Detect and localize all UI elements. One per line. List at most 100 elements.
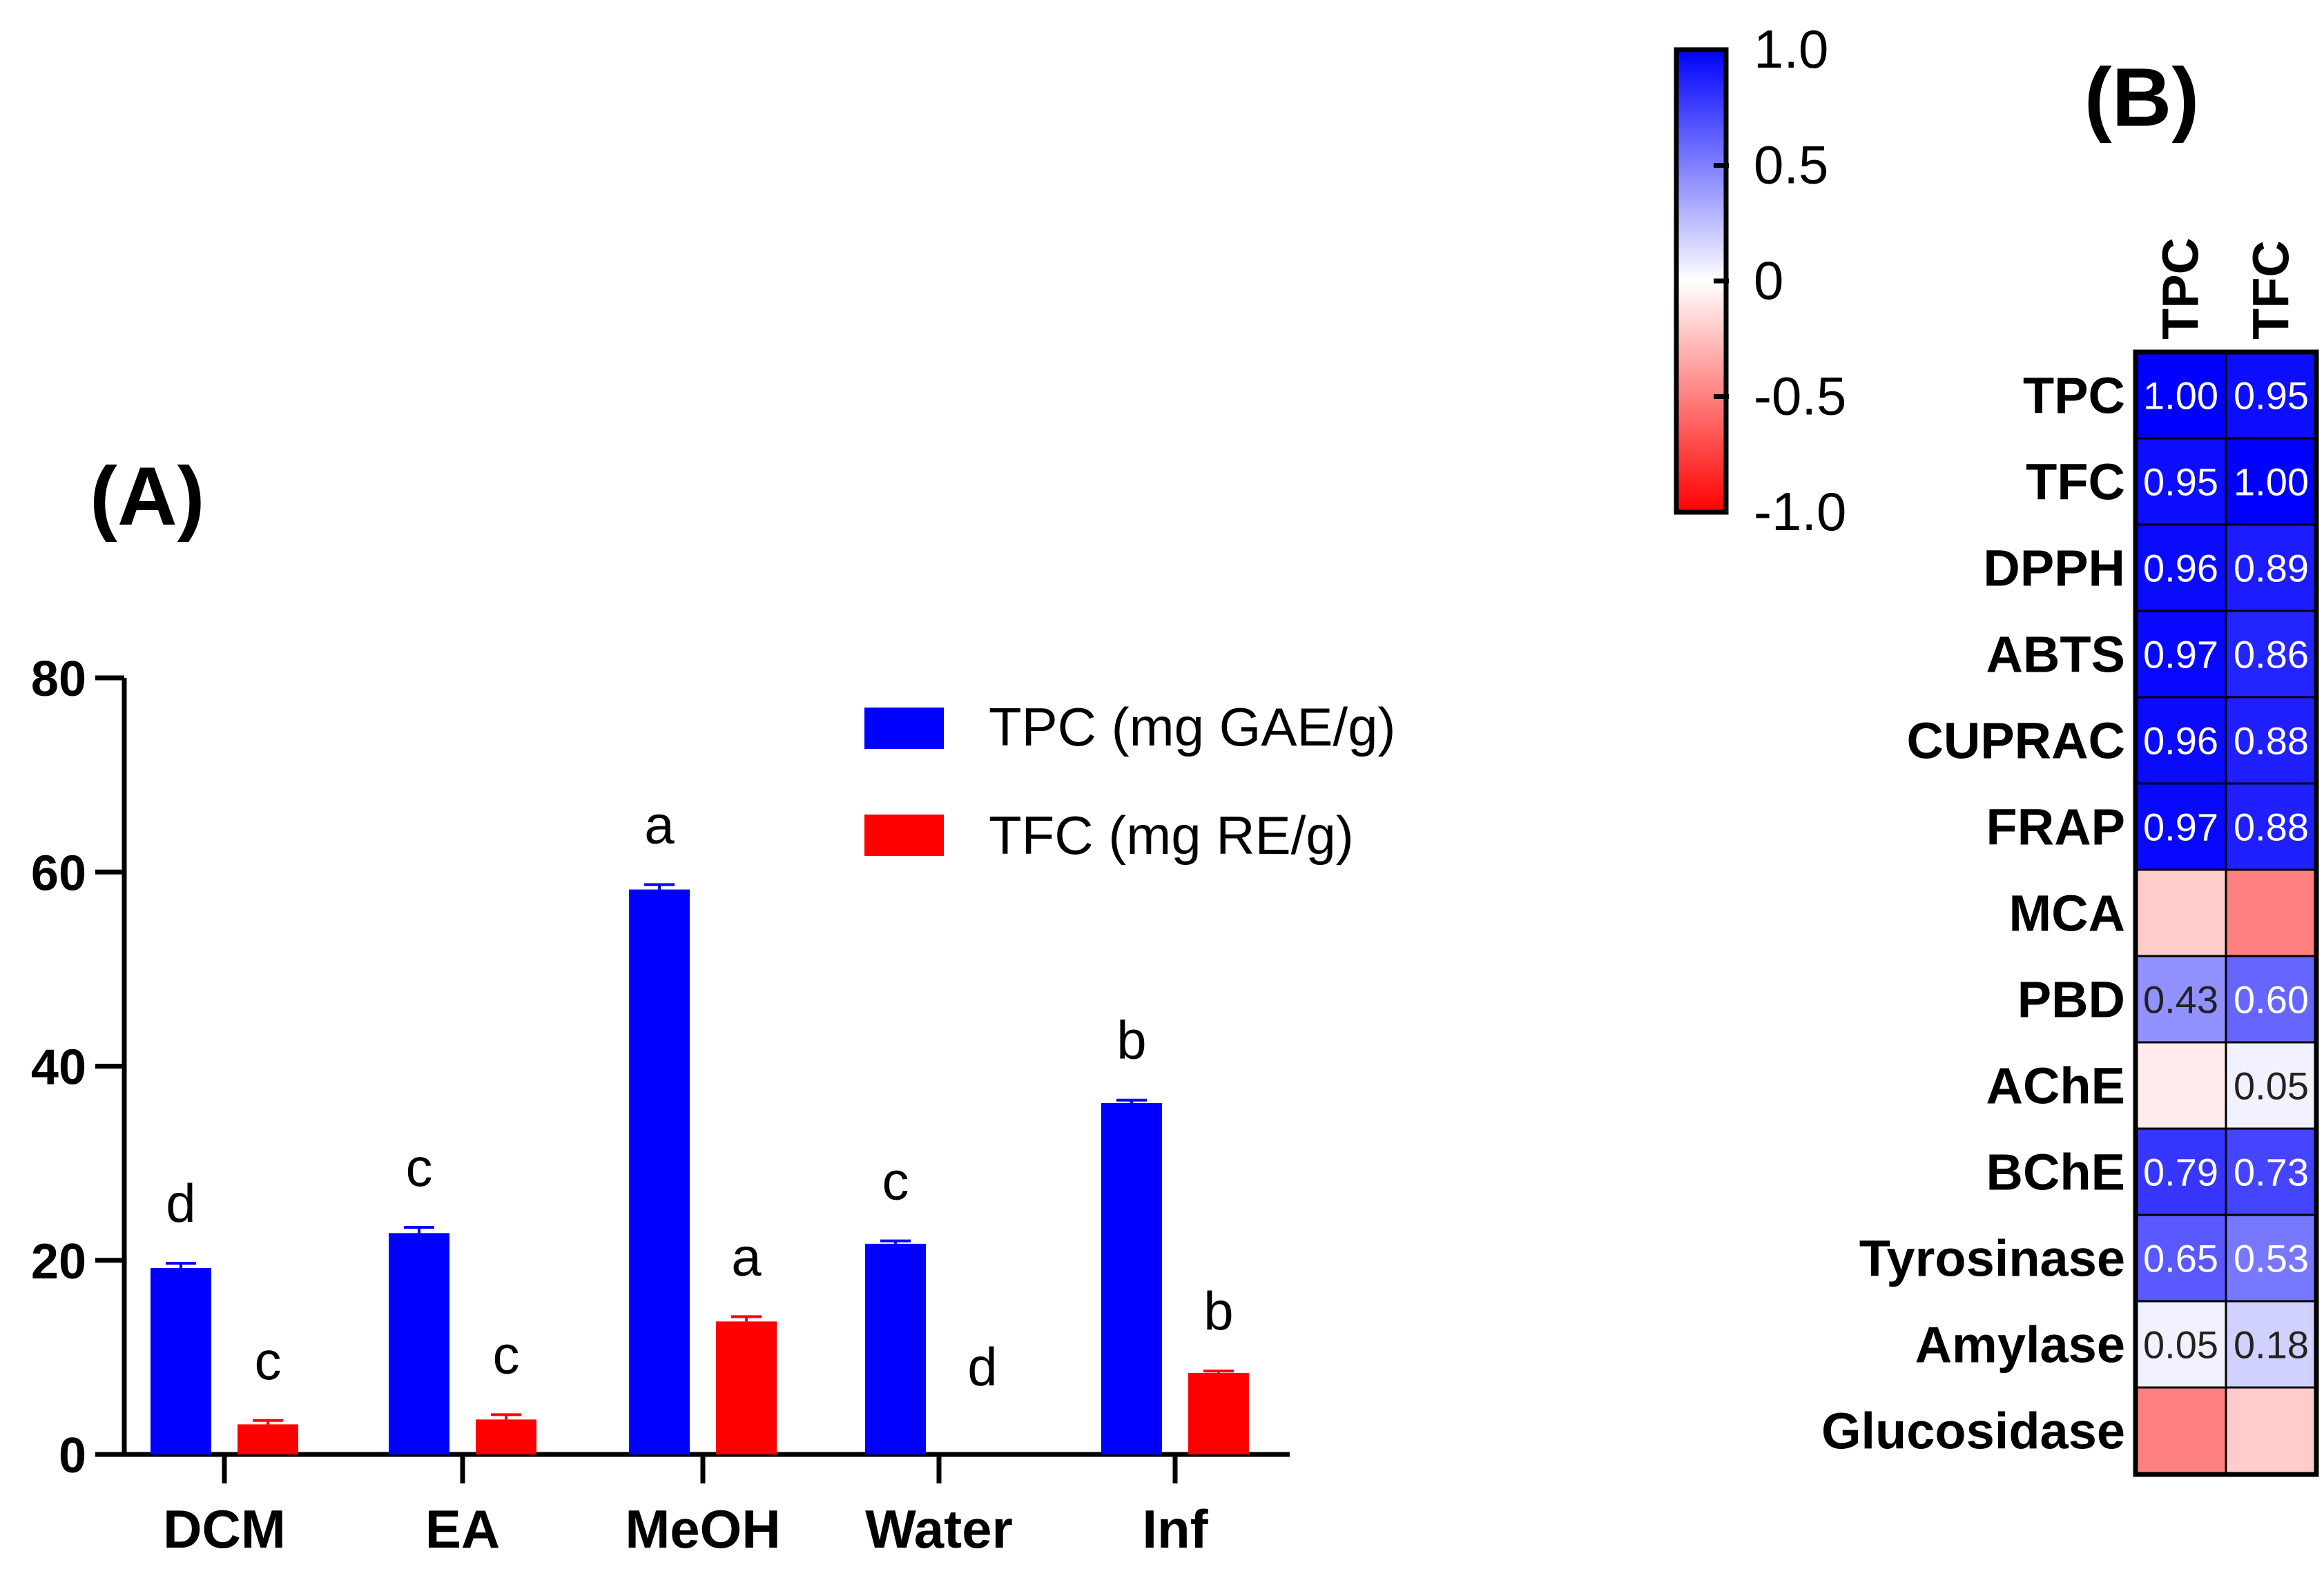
y-tick-label: 20 [31,1234,86,1289]
heatmap-cell-label: 0.18 [2234,1323,2309,1367]
significance-letter: c [255,1330,282,1391]
significance-letter: c [882,1151,909,1211]
heatmap-column-labels: TPC TFC [2152,237,2300,340]
significance-letter: a [644,795,675,855]
heatmap-cell [2225,1386,2318,1475]
heatmap-cell [2134,1041,2227,1130]
heatmap-column-label: TPC [2152,237,2209,340]
x-tick-label: EA [425,1499,500,1559]
heatmap-cell-label: 0.97 [2143,806,2218,849]
y-axis: 0 20 40 60 80 [31,652,127,1483]
x-tick-label: Inf [1142,1499,1208,1559]
significance-letter: b [1116,1010,1146,1071]
heatmap-cell [2134,696,2227,785]
significance-letter: a [731,1226,762,1287]
legend-swatch-tfc [864,815,944,856]
panel-label-b: (B) [2084,51,2200,144]
y-tick-label: 60 [31,846,86,901]
heatmap-cell-label: 1.00 [2234,460,2309,504]
y-tick-label: 0 [59,1428,86,1483]
bar [238,1424,298,1454]
bar [1101,1102,1162,1454]
bars: d c a c b c c a d b [151,795,1249,1454]
y-ticks: 0 20 40 60 80 [31,652,124,1483]
heatmap-cell-label: 0.86 [2234,633,2309,676]
colorbar-tick-label: -1.0 [1754,481,1846,542]
x-tick-label: DCM [163,1499,286,1559]
heatmap-row-label: BChE [1986,1144,2125,1201]
bar [716,1321,777,1454]
heatmap-cell [2225,1300,2318,1389]
heatmap-cell-label: 0.96 [2143,719,2218,763]
heatmap-cell-label: 0.53 [2234,1237,2309,1280]
bar [865,1243,926,1454]
x-tick-label: MeOH [625,1499,780,1559]
colorbar-tick-label: 0.5 [1754,135,1828,195]
heatmap-cell [2134,1127,2227,1216]
heatmap-cell-label: 0.73 [2234,1151,2309,1194]
heatmap-panel: (B) 1.0 0.5 0 -0.5 -1.0 TPC TFC TPC TFC DPPH ABT… [1674,19,2319,1477]
significance-letter: b [1203,1280,1233,1341]
heatmap-cell-label: 0.97 [2143,633,2218,676]
heatmap-row-label: ABTS [1986,626,2125,683]
heatmap-cell-label: 0.05 [2143,1323,2218,1367]
x-tick-label: Water [865,1499,1013,1559]
heatmap-row-label: AChE [1986,1058,2125,1115]
heatmap-cell [2225,868,2318,957]
heatmap-cell-label: 0.95 [2234,374,2309,418]
heatmap-row-label: Amylase [1915,1316,2125,1374]
bar-chart-panel: (A) 0 20 40 60 80 DCM EA MeOH Water Inf d c a c b c c a… [31,450,1396,1559]
colorbar-tick-label: 0 [1754,250,1783,311]
heatmap-cell-label: 1.00 [2143,374,2218,418]
heatmap-cell [2225,523,2318,612]
legend-label-tpc: TPC (mg GAE/g) [989,697,1395,757]
heatmap-cell [2134,868,2227,957]
heatmap-row-label: CUPRAC [1906,712,2125,770]
significance-letter: d [967,1336,997,1397]
heatmap-row-label: PBD [2017,971,2125,1029]
panel-label-a: (A) [90,450,205,543]
heatmap-cell-label: 0.05 [2234,1064,2309,1108]
bar [1188,1372,1249,1454]
colorbar: 1.0 0.5 0 -0.5 -1.0 [1674,19,1846,542]
heatmap-row-label: Glucosidase [1821,1403,2125,1460]
heatmap-cell-label: 0.88 [2234,806,2309,849]
heatmap-cell [2134,610,2227,699]
heatmap-row-label: DPPH [1983,540,2125,597]
heatmap-row-label: TFC [2026,454,2125,511]
significance-letter: d [166,1173,195,1234]
heatmap-cell [2225,437,2318,526]
colorbar-tick-label: 1.0 [1754,19,1828,79]
heatmap-cell-label: 0.65 [2143,1237,2218,1280]
legend: TPC (mg GAE/g) TFC (mg RE/g) [864,697,1395,866]
heatmap-cells: 1.00 0.95 0.95 1.00 0.96 0.89 0.97 0.86 0.96 0.88… [2134,351,2318,1475]
heatmap-row-label: TPC [2023,367,2125,425]
bar [151,1268,211,1454]
legend-label-tfc: TFC (mg RE/g) [989,805,1354,866]
heatmap-cell [2225,955,2318,1044]
x-axis: DCM EA MeOH Water Inf [122,1452,1290,1559]
bar [476,1419,536,1454]
heatmap-row-label: MCA [2008,885,2125,942]
heatmap-cell-label: 0.89 [2234,547,2309,590]
x-ticks: DCM EA MeOH Water Inf [163,1454,1209,1559]
heatmap-cell [2225,782,2318,871]
heatmap-cell-label: 0.60 [2234,978,2309,1022]
heatmap-row-label: FRAP [1986,799,2125,856]
significance-letter: c [493,1324,520,1385]
heatmap-border [2133,349,2319,1477]
bar [629,889,690,1454]
y-tick-label: 40 [31,1040,86,1095]
heatmap-row-labels: TPC TFC DPPH ABTS CUPRAC FRAP MCA PBD AChE BChE Ty… [1821,367,2125,1460]
heatmap-cell-label: 0.79 [2143,1151,2218,1194]
heatmap-row-label: Tyrosinase [1859,1230,2125,1287]
bar [389,1233,449,1454]
heatmap-cell-label: 0.43 [2143,978,2218,1022]
y-tick-label: 80 [31,652,86,707]
colorbar-tick-label: -0.5 [1754,366,1846,427]
heatmap-cell-label: 0.95 [2143,460,2218,504]
heatmap-cell-label: 0.96 [2143,547,2218,590]
legend-swatch-tpc [864,708,944,749]
heatmap-cell [2134,1386,2227,1475]
